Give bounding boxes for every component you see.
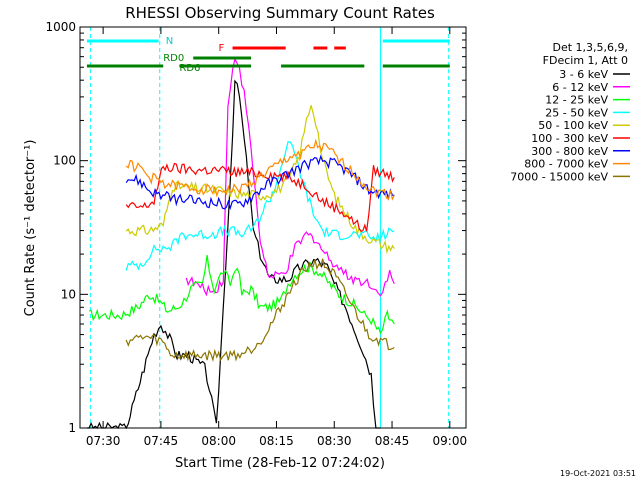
state-bar-label-rd6: RD6 (179, 63, 200, 74)
x-tick-label: 08:30 (317, 434, 352, 448)
x-axis-label: Start Time (28-Feb-12 07:24:02) (175, 456, 385, 471)
series-line-25-50-keV (125, 141, 395, 271)
legend-entry-label: 25 - 50 keV (545, 106, 608, 119)
y-tick-label: 1 (68, 421, 76, 435)
y-tick-label: 1000 (45, 20, 76, 34)
x-tick-label: 07:30 (86, 434, 121, 448)
legend-entry-label: 300 - 800 keV (531, 145, 608, 158)
legend-entry-label: 50 - 100 keV (538, 119, 608, 132)
series-line-7000-15000-keV (125, 258, 395, 363)
x-tick-label: 08:45 (375, 434, 410, 448)
legend-entry-label: 6 - 12 keV (552, 81, 608, 94)
legend: Det 1,3,5,6,9,FDecim 1, Att 03 - 6 keV6 … (510, 41, 630, 183)
state-bar-label-f: F (219, 43, 225, 54)
legend-header-line-1: Det 1,3,5,6,9, (552, 41, 628, 54)
x-tick-label: 07:45 (144, 434, 179, 448)
y-axis: 1 10 100 1000 (45, 20, 466, 435)
series-line-12-25-keV (89, 255, 395, 335)
x-axis: 07:30 07:45 08:00 08:15 08:30 08:45 09:00 (86, 27, 467, 448)
legend-entry-label: 7000 - 15000 keV (510, 170, 608, 183)
legend-entry-label: 800 - 7000 keV (524, 158, 608, 171)
y-axis-label: Count Rate (s⁻¹ detector⁻¹) (23, 140, 38, 317)
legend-entry-label: 3 - 6 keV (559, 68, 608, 81)
legend-entry-label: 100 - 300 keV (531, 132, 608, 145)
legend-entry-label: 12 - 25 keV (545, 94, 608, 107)
x-tick-label: 08:15 (259, 434, 294, 448)
x-tick-label: 09:00 (433, 434, 468, 448)
y-tick-label: 10 (61, 287, 76, 301)
plot-frame (79, 26, 467, 429)
state-bar-label-n: N (166, 36, 173, 47)
legend-header-line-2: FDecim 1, Att 0 (543, 54, 628, 67)
state-bar-label-rd0: RD0 (163, 53, 184, 64)
series-line-6-12-keV (185, 57, 395, 297)
y-tick-label: 100 (53, 154, 76, 168)
series-line-50-100-keV (125, 105, 395, 255)
series-line-800-7000-keV (125, 138, 395, 201)
chart-title: RHESSI Observing Summary Count Rates (125, 4, 435, 22)
series-line-300-800-keV (125, 154, 395, 211)
series-line-100-300-keV (125, 162, 395, 233)
x-tick-label: 08:00 (201, 434, 236, 448)
series-line-3-6-keV (86, 79, 381, 430)
footer-date: 19-Oct-2021 03:51 (560, 469, 636, 478)
